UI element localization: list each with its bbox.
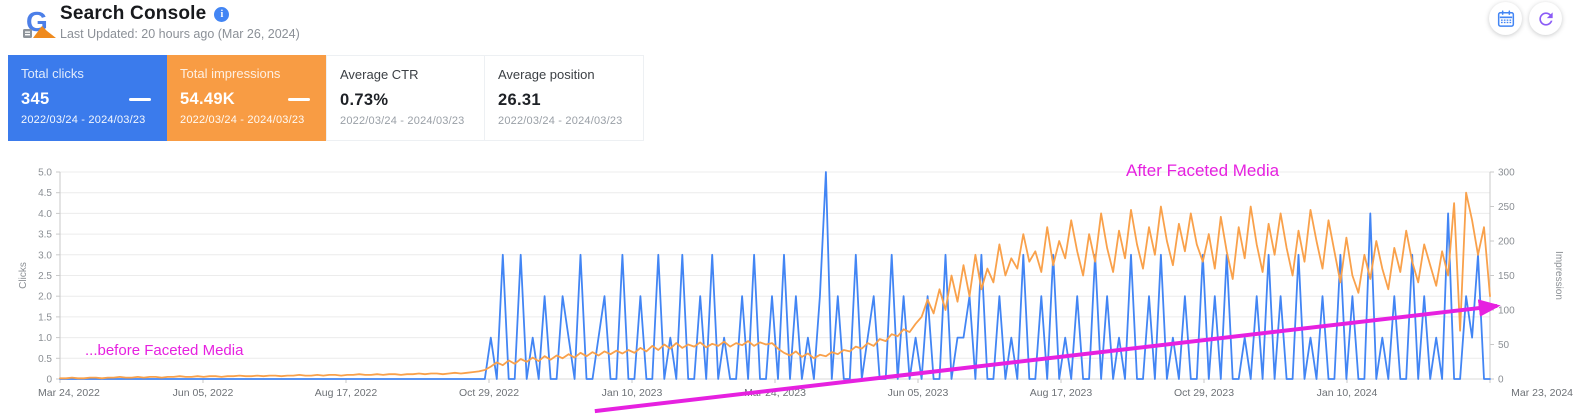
stat-date-range: 2022/03/24 - 2024/03/23	[340, 115, 465, 127]
svg-text:2.5: 2.5	[38, 271, 52, 282]
stat-card-average-position: Average position 26.31 2022/03/24 - 2024…	[485, 55, 644, 141]
svg-text:Mar 24, 2022: Mar 24, 2022	[38, 387, 100, 399]
svg-text:4.0: 4.0	[38, 209, 52, 220]
stat-date-range: 2022/03/24 - 2024/03/23	[180, 114, 305, 126]
svg-text:150: 150	[1498, 271, 1515, 282]
svg-text:4.5: 4.5	[38, 188, 52, 199]
svg-text:2.0: 2.0	[38, 292, 52, 303]
stat-value: 345	[21, 90, 50, 108]
stat-label: Total impressions	[180, 66, 281, 81]
annotation-before-faceted-media: ...before Faceted Media	[85, 342, 244, 359]
svg-text:Aug 17, 2022: Aug 17, 2022	[315, 387, 378, 399]
stat-sparkline-dash	[288, 98, 310, 101]
calendar-button[interactable]	[1489, 2, 1522, 35]
svg-text:Oct 29, 2023: Oct 29, 2023	[1174, 387, 1234, 399]
clicks-impressions-chart: 0 0.5 1.0 1.5 2.0 2.5 3.0 3.5 4.0 4.5 5.0 0 50 100 150…	[0, 158, 1575, 419]
stat-label: Average position	[498, 67, 595, 82]
chart-canvas[interactable]: 0 0.5 1.0 1.5 2.0 2.5 3.0 3.5 4.0 4.5 5.0 0 50 100 150…	[0, 158, 1575, 419]
svg-text:0.5: 0.5	[38, 354, 52, 365]
stat-sparkline-dash	[129, 98, 151, 101]
svg-text:Clicks: Clicks	[18, 262, 29, 289]
header-actions	[1489, 2, 1562, 35]
last-updated: Last Updated: 20 hours ago (Mar 26, 2024…	[60, 27, 300, 41]
svg-text:1.0: 1.0	[38, 333, 52, 344]
svg-text:Impression: Impression	[1553, 251, 1564, 300]
svg-text:Jun 05, 2023: Jun 05, 2023	[888, 387, 949, 399]
info-icon[interactable]: i	[214, 6, 230, 22]
refresh-button[interactable]	[1529, 2, 1562, 35]
stat-card-average-ctr: Average CTR 0.73% 2022/03/24 - 2024/03/2…	[326, 55, 485, 141]
stats-row: Total clicks 345 2022/03/24 - 2024/03/23…	[8, 55, 644, 141]
stat-value: 0.73%	[340, 91, 389, 109]
stat-date-range: 2022/03/24 - 2024/03/23	[498, 115, 623, 127]
svg-text:0: 0	[1498, 375, 1504, 386]
svg-text:Aug 17, 2023: Aug 17, 2023	[1030, 387, 1093, 399]
svg-text:3.0: 3.0	[38, 250, 52, 261]
svg-text:Mar 23, 2024: Mar 23, 2024	[1511, 387, 1573, 399]
header: G Search Console i Last Updated: 20 hour…	[0, 0, 1575, 50]
svg-text:0: 0	[46, 375, 52, 386]
svg-text:Jan 10, 2024: Jan 10, 2024	[1317, 387, 1378, 399]
stat-value: 26.31	[498, 91, 541, 109]
refresh-icon	[1538, 11, 1553, 26]
svg-text:Jun 05, 2022: Jun 05, 2022	[173, 387, 234, 399]
calendar-icon	[1497, 9, 1514, 27]
svg-text:3.5: 3.5	[38, 230, 52, 241]
stat-label: Total clicks	[21, 66, 84, 81]
svg-text:Jan 10, 2023: Jan 10, 2023	[602, 387, 663, 399]
svg-text:50: 50	[1498, 340, 1510, 351]
stat-card-total-clicks: Total clicks 345 2022/03/24 - 2024/03/23	[8, 55, 167, 141]
svg-text:200: 200	[1498, 237, 1515, 248]
stat-date-range: 2022/03/24 - 2024/03/23	[21, 114, 146, 126]
svg-text:Oct 29, 2022: Oct 29, 2022	[459, 387, 519, 399]
svg-text:300: 300	[1498, 168, 1515, 179]
stat-value: 54.49K	[180, 90, 236, 108]
annotation-after-faceted-media: After Faceted Media	[1126, 161, 1280, 180]
stat-card-total-impressions: Total impressions 54.49K 2022/03/24 - 20…	[167, 55, 326, 141]
svg-text:100: 100	[1498, 306, 1515, 317]
page-title: Search Console	[60, 3, 207, 24]
search-console-logo-icon: G	[23, 6, 56, 38]
svg-text:5.0: 5.0	[38, 168, 52, 179]
stat-label: Average CTR	[340, 67, 419, 82]
svg-text:1.5: 1.5	[38, 312, 52, 323]
svg-text:250: 250	[1498, 202, 1515, 213]
